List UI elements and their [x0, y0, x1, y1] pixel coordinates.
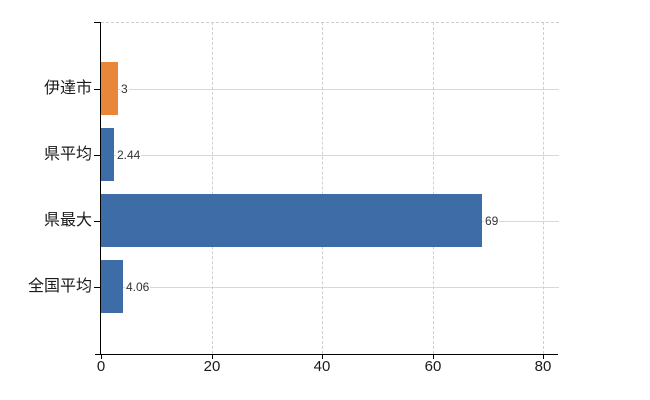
- y-axis-top-tick: [94, 22, 101, 23]
- bar: [101, 62, 118, 115]
- y-axis-line: [100, 22, 101, 354]
- bar-value-label: 3: [120, 82, 129, 96]
- bar-value-label: 4.06: [125, 280, 151, 294]
- bar-value-label: 69: [484, 214, 500, 228]
- x-axis-tick: [433, 354, 434, 359]
- bar: [101, 260, 123, 313]
- horizontal-gridline: [101, 155, 559, 156]
- x-axis-line: [95, 354, 558, 355]
- bar: [101, 194, 482, 247]
- vertical-gridline: [543, 22, 544, 354]
- category-label: 県平均: [43, 146, 92, 163]
- vertical-gridline: [433, 22, 434, 354]
- x-tick-label: 40: [313, 358, 331, 375]
- y-axis-tick: [94, 287, 101, 288]
- y-axis-tick: [94, 89, 101, 90]
- x-axis-tick: [212, 354, 213, 359]
- y-axis-tick: [94, 221, 101, 222]
- x-axis-tick: [322, 354, 323, 359]
- horizontal-gridline: [101, 89, 559, 90]
- x-axis-tick: [101, 354, 102, 359]
- x-axis-tick: [543, 354, 544, 359]
- horizontal-gridline: [101, 287, 559, 288]
- x-tick-label: 60: [424, 358, 442, 375]
- vertical-gridline: [322, 22, 323, 354]
- bar: [101, 128, 114, 181]
- x-tick-label: 80: [534, 358, 552, 375]
- bar-value-label: 2.44: [116, 148, 142, 162]
- y-axis-tick: [94, 155, 101, 156]
- category-label: 県最大: [43, 212, 92, 229]
- x-tick-label: 0: [96, 358, 106, 375]
- plot-top-border: [101, 22, 559, 23]
- vertical-gridline: [212, 22, 213, 354]
- category-label: 伊達市: [43, 80, 92, 97]
- x-tick-label: 20: [203, 358, 221, 375]
- category-label: 全国平均: [27, 278, 92, 295]
